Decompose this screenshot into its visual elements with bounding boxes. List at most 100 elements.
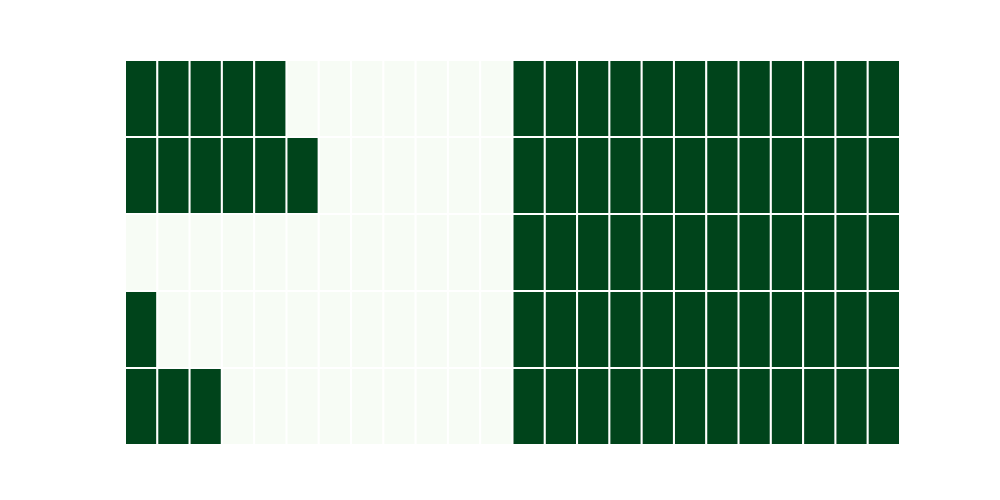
heatmap-cell-r3-c14 xyxy=(576,290,611,369)
heatmap-cell-r1-c19 xyxy=(737,136,772,215)
heatmap-cell-r1-c4 xyxy=(253,136,288,215)
heatmap-cell-r4-c9 xyxy=(414,367,449,446)
heatmap-cell-r2-c4 xyxy=(253,213,288,292)
heatmap-cell-r4-c11 xyxy=(479,367,514,446)
heatmap-cell-r4-c17 xyxy=(672,367,708,446)
heatmap-cell-r2-c21 xyxy=(802,213,837,292)
heatmap-cell-r1-c2 xyxy=(188,136,223,215)
heatmap-cell-r0-c12 xyxy=(511,59,546,138)
heatmap-cell-r1-c22 xyxy=(834,136,869,215)
heatmap-cell-r2-c0 xyxy=(124,213,159,292)
heatmap-cell-r0-c2 xyxy=(188,59,223,138)
heatmap-cell-r3-c3 xyxy=(220,290,256,369)
heatmap-cell-r3-c4 xyxy=(253,290,288,369)
heatmap-cell-r3-c17 xyxy=(672,290,708,369)
heatmap-cell-r3-c21 xyxy=(802,290,837,369)
heatmap-cell-r3-c19 xyxy=(737,290,772,369)
heatmap-cell-r3-c22 xyxy=(834,290,869,369)
heatmap-cell-r1-c15 xyxy=(608,136,643,215)
heatmap-cell-r2-c3 xyxy=(220,213,256,292)
heatmap-cell-r0-c18 xyxy=(705,59,740,138)
heatmap-cell-r1-c23 xyxy=(866,136,902,215)
heatmap-cell-r0-c9 xyxy=(414,59,449,138)
heatmap-cell-r2-c1 xyxy=(156,213,191,292)
heatmap-cell-r1-c8 xyxy=(382,136,417,215)
heatmap-cell-r0-c8 xyxy=(382,59,417,138)
heatmap-cell-r4-c16 xyxy=(640,367,675,446)
heatmap-cell-r4-c1 xyxy=(156,367,191,446)
heatmap-cell-r4-c0 xyxy=(124,367,159,446)
heatmap-cell-r3-c13 xyxy=(543,290,579,369)
heatmap-cell-r2-c13 xyxy=(543,213,579,292)
heatmap-cell-r1-c0 xyxy=(124,136,159,215)
heatmap-cell-r3-c1 xyxy=(156,290,191,369)
heatmap-cells xyxy=(124,59,902,446)
heatmap-cell-r4-c15 xyxy=(608,367,643,446)
heatmap-cell-r1-c10 xyxy=(446,136,482,215)
heatmap-cell-r0-c3 xyxy=(220,59,256,138)
heatmap-cell-r3-c5 xyxy=(285,290,320,369)
heatmap-cell-r3-c23 xyxy=(866,290,902,369)
heatmap-cell-r0-c10 xyxy=(446,59,482,138)
heatmap-cell-r1-c9 xyxy=(414,136,449,215)
heatmap-cell-r4-c7 xyxy=(350,367,385,446)
heatmap-cell-r0-c4 xyxy=(253,59,288,138)
heatmap-cell-r3-c16 xyxy=(640,290,675,369)
heatmap-cell-r3-c10 xyxy=(446,290,482,369)
heatmap-cell-r2-c14 xyxy=(576,213,611,292)
heatmap-cell-r4-c20 xyxy=(769,367,805,446)
heatmap-cell-r1-c12 xyxy=(511,136,546,215)
heatmap-cell-r2-c19 xyxy=(737,213,772,292)
heatmap-cell-r4-c4 xyxy=(253,367,288,446)
heatmap-cell-r1-c18 xyxy=(705,136,740,215)
heatmap-cell-r0-c16 xyxy=(640,59,675,138)
heatmap-cell-r0-c23 xyxy=(866,59,902,138)
heatmap-cell-r2-c12 xyxy=(511,213,546,292)
heatmap-cell-r3-c7 xyxy=(350,290,385,369)
heatmap-cell-r0-c7 xyxy=(350,59,385,138)
heatmap-cell-r3-c12 xyxy=(511,290,546,369)
heatmap-cell-r4-c22 xyxy=(834,367,869,446)
heatmap-cell-r0-c11 xyxy=(479,59,514,138)
heatmap-cell-r4-c5 xyxy=(285,367,320,446)
heatmap-cell-r4-c3 xyxy=(220,367,256,446)
heatmap-cell-r4-c12 xyxy=(511,367,546,446)
heatmap-cell-r1-c11 xyxy=(479,136,514,215)
heatmap-cell-r1-c17 xyxy=(672,136,708,215)
heatmap-cell-r0-c6 xyxy=(317,59,353,138)
heatmap-cell-r0-c14 xyxy=(576,59,611,138)
heatmap-cell-r4-c6 xyxy=(317,367,353,446)
heatmap-cell-r1-c3 xyxy=(220,136,256,215)
heatmap-cell-r3-c20 xyxy=(769,290,805,369)
heatmap-cell-r3-c6 xyxy=(317,290,353,369)
heatmap-cell-r4-c2 xyxy=(188,367,223,446)
heatmap-cell-r1-c6 xyxy=(317,136,353,215)
heatmap-cell-r1-c5 xyxy=(285,136,320,215)
heatmap-cell-r2-c18 xyxy=(705,213,740,292)
heatmap-cell-r2-c20 xyxy=(769,213,805,292)
heatmap-cell-r4-c23 xyxy=(866,367,902,446)
heatmap-cell-r1-c20 xyxy=(769,136,805,215)
heatmap-cell-r4-c18 xyxy=(705,367,740,446)
heatmap-cell-r0-c5 xyxy=(285,59,320,138)
heatmap-cell-r2-c9 xyxy=(414,213,449,292)
heatmap-cell-r2-c10 xyxy=(446,213,482,292)
heatmap-cell-r3-c2 xyxy=(188,290,223,369)
heatmap-cell-r3-c9 xyxy=(414,290,449,369)
heatmap-cell-r1-c14 xyxy=(576,136,611,215)
heatmap-cell-r1-c13 xyxy=(543,136,579,215)
heatmap-cell-r2-c6 xyxy=(317,213,353,292)
heatmap-cell-r1-c21 xyxy=(802,136,837,215)
heatmap-cell-r0-c0 xyxy=(124,59,159,138)
heatmap-cell-r2-c22 xyxy=(834,213,869,292)
heatmap-cell-r2-c15 xyxy=(608,213,643,292)
heatmap-cell-r0-c13 xyxy=(543,59,579,138)
heatmap-cell-r2-c7 xyxy=(350,213,385,292)
heatmap-cell-r4-c19 xyxy=(737,367,772,446)
heatmap-cell-r2-c23 xyxy=(866,213,902,292)
heatmap-cell-r0-c22 xyxy=(834,59,869,138)
heatmap-cell-r1-c16 xyxy=(640,136,675,215)
heatmap-cell-r4-c14 xyxy=(576,367,611,446)
